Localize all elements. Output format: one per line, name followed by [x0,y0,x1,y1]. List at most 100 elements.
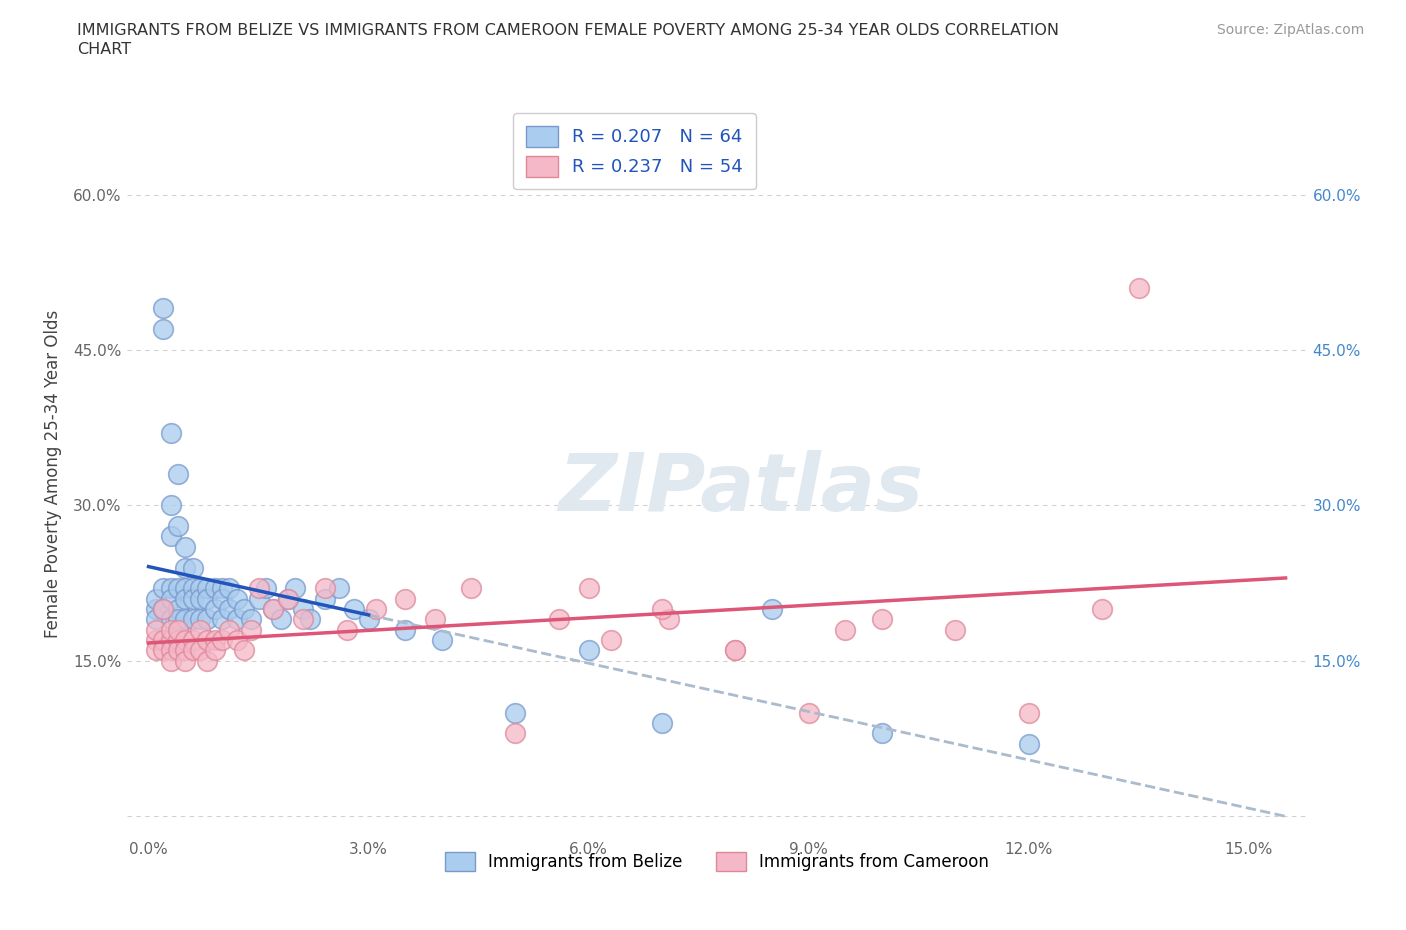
Point [152,602,174,617]
Point [277,591,299,606]
Point [159,425,181,440]
Point [277,591,299,606]
Point [870,612,893,627]
Point [834,622,856,637]
Point [181,591,204,606]
Point [181,560,204,575]
Point [204,581,226,596]
Point [195,591,218,606]
Point [145,622,167,637]
Y-axis label: Female Poverty Among 25-34 Year Olds: Female Poverty Among 25-34 Year Olds [44,311,62,638]
Point [181,632,204,647]
Point [159,622,181,637]
Point [145,632,167,647]
Point [174,632,197,647]
Text: ZIPatlas: ZIPatlas [558,450,924,528]
Point [284,581,307,596]
Point [145,591,167,606]
Point [651,602,673,617]
Point [174,612,197,627]
Point [181,581,204,596]
Point [159,643,181,658]
Point [167,602,190,617]
Point [599,632,621,647]
Point [159,632,181,647]
Point [291,612,314,627]
Point [152,301,174,316]
Point [174,539,197,554]
Point [578,581,600,596]
Legend: Immigrants from Belize, Immigrants from Cameroon: Immigrants from Belize, Immigrants from … [437,844,997,880]
Point [298,612,321,627]
Point [761,602,783,617]
Point [188,591,211,606]
Point [204,602,226,617]
Point [1091,602,1114,617]
Point [152,643,174,658]
Point [145,643,167,658]
Point [188,622,211,637]
Point [204,643,226,658]
Point [218,581,240,596]
Point [548,612,571,627]
Point [174,591,197,606]
Point [423,612,446,627]
Point [262,602,284,617]
Point [188,612,211,627]
Point [188,581,211,596]
Point [247,581,270,596]
Point [152,602,174,617]
Point [195,612,218,627]
Point [174,643,197,658]
Point [188,643,211,658]
Point [225,591,247,606]
Point [460,581,482,596]
Point [343,602,366,617]
Point [181,612,204,627]
Point [232,602,254,617]
Point [211,591,233,606]
Point [364,602,387,617]
Point [195,654,218,669]
Point [218,602,240,617]
Point [195,581,218,596]
Point [254,581,277,596]
Point [724,643,747,658]
Point [204,632,226,647]
Point [291,602,314,617]
Point [314,581,336,596]
Point [159,581,181,596]
Point [152,322,174,337]
Point [336,622,359,637]
Point [314,591,336,606]
Text: Source: ZipAtlas.com: Source: ZipAtlas.com [1216,23,1364,37]
Point [167,519,190,534]
Point [195,632,218,647]
Point [262,602,284,617]
Point [225,632,247,647]
Point [1018,705,1040,720]
Point [945,622,967,637]
Point [167,581,190,596]
Point [145,602,167,617]
Point [724,643,747,658]
Point [174,654,197,669]
Point [505,705,527,720]
Point [167,612,190,627]
Point [211,632,233,647]
Point [152,632,174,647]
Point [394,591,416,606]
Text: IMMIGRANTS FROM BELIZE VS IMMIGRANTS FROM CAMEROON FEMALE POVERTY AMONG 25-34 YE: IMMIGRANTS FROM BELIZE VS IMMIGRANTS FRO… [77,23,1059,38]
Point [167,467,190,482]
Point [430,632,453,647]
Point [578,643,600,658]
Point [328,581,350,596]
Point [1128,280,1150,295]
Point [181,643,204,658]
Point [658,612,681,627]
Point [651,715,673,730]
Point [159,591,181,606]
Point [247,591,270,606]
Point [357,612,380,627]
Point [870,726,893,741]
